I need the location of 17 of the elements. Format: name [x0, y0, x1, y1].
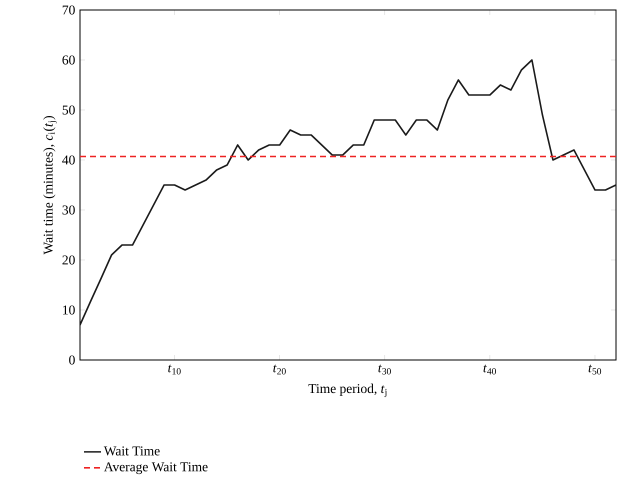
y-tick-label: 50 [62, 105, 75, 115]
legend-label: Average Wait Time [104, 462, 208, 474]
y-tick-label: 60 [62, 55, 75, 65]
x-axis-title: Time period, t$_{j}$ [308, 384, 386, 398]
y-axis-title: Wait time (minutes), c$_{i}$(t$_{j}$) [43, 116, 57, 255]
y-tick-label: 10 [63, 305, 75, 315]
x-tick-label: t$_{40}$ [484, 364, 496, 374]
x-tick-label: t$_{30}$ [378, 364, 391, 374]
y-tick-label: 30 [62, 205, 75, 215]
y-tick-label: 20 [62, 255, 75, 265]
y-tick-label: 0 [69, 355, 75, 365]
x-tick-label: t$_{10}$ [168, 364, 181, 374]
y-tick-label: 70 [62, 5, 75, 15]
x-tick-label: t$_{50}$ [588, 364, 602, 374]
y-tick-label: 40 [62, 155, 75, 165]
legend-label: Wait Time [104, 446, 160, 456]
x-tick-label: t$_{20}$ [273, 364, 286, 374]
